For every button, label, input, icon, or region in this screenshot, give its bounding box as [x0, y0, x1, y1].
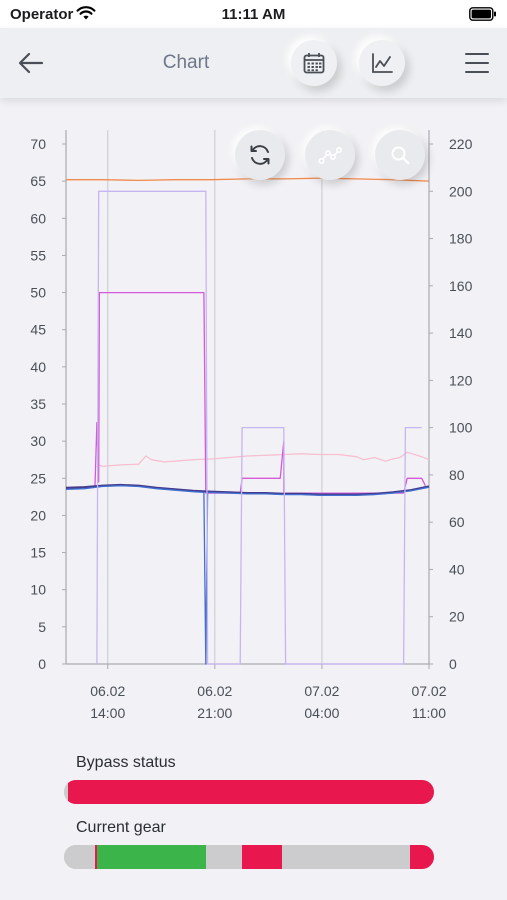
left-tick-label: 10 — [30, 582, 46, 598]
gear-segment — [282, 845, 410, 869]
x-tick-hour-label: 14:00 — [90, 705, 125, 721]
left-tick-label: 20 — [30, 507, 46, 523]
status-bar: Operator 11:11 AM — [0, 0, 507, 28]
left-tick-label: 60 — [30, 210, 46, 226]
x-tick-date-label: 06.02 — [197, 683, 232, 699]
left-tick-label: 30 — [30, 433, 46, 449]
battery-icon — [469, 7, 497, 26]
calendar-button[interactable] — [291, 40, 337, 86]
line-chart-button[interactable] — [359, 40, 405, 86]
x-tick-date-label: 07.02 — [304, 683, 339, 699]
series-line-4 — [65, 483, 430, 496]
right-tick-label: 60 — [449, 514, 465, 530]
bypass-status-bar[interactable] — [64, 780, 434, 804]
left-tick-label: 55 — [30, 247, 46, 263]
right-tick-label: 120 — [449, 372, 473, 388]
left-tick-label: 40 — [30, 359, 46, 375]
gear-segment — [97, 845, 207, 869]
x-tick-date-label: 07.02 — [411, 683, 446, 699]
zoom-button[interactable] — [375, 130, 425, 180]
right-tick-label: 160 — [449, 278, 473, 294]
left-tick-label: 0 — [38, 656, 46, 672]
gear-segment — [64, 845, 96, 869]
right-tick-label: 220 — [449, 136, 473, 152]
chart-canvas[interactable]: 0 5 10 15 20 25 30 35 40 45 50 55 60 65 70 0 20 40 60 80 100… — [0, 110, 507, 730]
page-title: Chart — [162, 52, 210, 73]
left-tick-label: 45 — [30, 322, 46, 338]
gear-segment — [241, 845, 283, 869]
chart-area[interactable]: 0 5 10 15 20 25 30 35 40 45 50 55 60 65 70 0 20 40 60 80 100… — [0, 110, 507, 730]
connect-points-button[interactable] — [305, 130, 355, 180]
bypass-status-label: Bypass status — [76, 754, 176, 771]
series-line-2 — [96, 451, 430, 468]
x-tick-date-label: 06.02 — [90, 683, 125, 699]
carrier-label: Operator — [10, 6, 74, 23]
x-tick-hour-label: 04:00 — [304, 705, 339, 721]
right-tick-label: 100 — [449, 420, 473, 436]
series-line-1 — [66, 177, 430, 182]
nav-bar: Chart — [0, 28, 507, 98]
right-tick-label: 40 — [449, 561, 465, 577]
right-tick-label: 140 — [449, 325, 473, 341]
right-tick-label: 20 — [449, 609, 465, 625]
left-tick-label: 70 — [30, 136, 46, 152]
left-tick-label: 35 — [30, 396, 46, 412]
clock: 11:11 AM — [221, 6, 286, 23]
right-tick-label: 180 — [449, 231, 473, 247]
x-tick-hour-label: 21:00 — [197, 705, 232, 721]
left-tick-label: 50 — [30, 285, 46, 301]
current-gear-bar[interactable] — [64, 845, 434, 869]
series-line-5 — [65, 485, 430, 665]
current-gear-label: Current gear — [76, 819, 166, 836]
current-gear-section: Current gear — [64, 819, 436, 869]
back-arrow-icon[interactable] — [16, 50, 46, 76]
gear-segment — [95, 845, 98, 869]
refresh-button[interactable] — [235, 130, 285, 180]
bypass-segment — [64, 780, 69, 804]
x-tick-hour-label: 11:00 — [412, 705, 446, 721]
gear-segment — [206, 845, 242, 869]
series-line-3 — [94, 291, 426, 494]
left-tick-label: 5 — [38, 619, 46, 635]
right-tick-label: 80 — [449, 467, 465, 483]
right-tick-label: 200 — [449, 183, 473, 199]
hamburger-menu-icon[interactable] — [465, 52, 489, 74]
gear-segment — [409, 845, 434, 869]
bypass-status-section: Bypass status — [64, 754, 436, 804]
left-tick-label: 65 — [30, 173, 46, 189]
left-tick-label: 15 — [30, 545, 46, 561]
series-line-6 — [96, 190, 422, 665]
wifi-icon — [76, 5, 96, 26]
right-tick-label: 0 — [449, 656, 457, 672]
left-tick-label: 25 — [30, 470, 46, 486]
bypass-segment — [68, 780, 434, 804]
